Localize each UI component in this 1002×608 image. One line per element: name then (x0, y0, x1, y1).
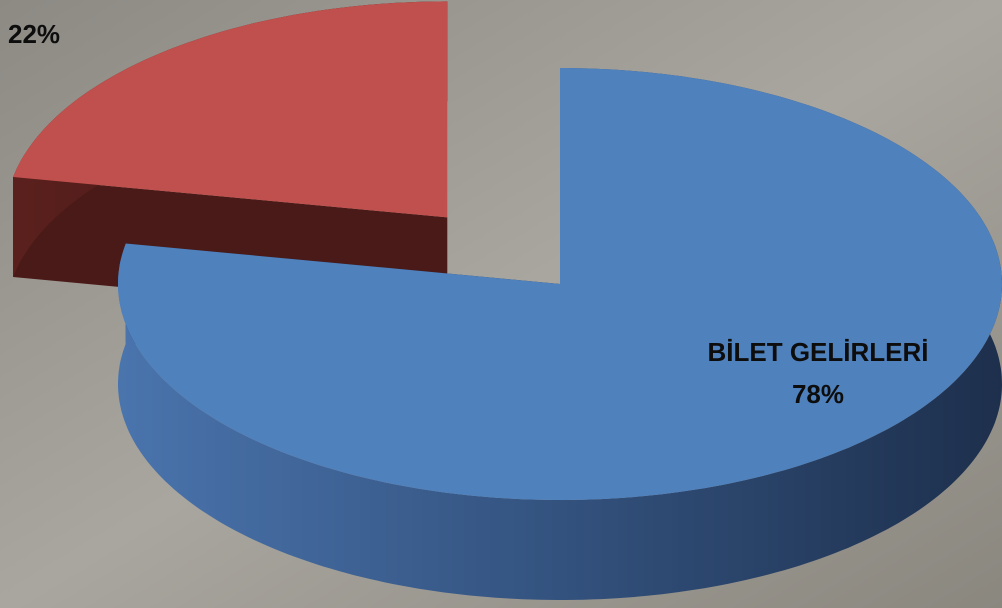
pie-plot (13, 1, 1002, 600)
slice-value-label: 78% (792, 379, 844, 409)
slice-category-label: BİLET GELİRLERİ (708, 337, 929, 367)
slice-value-label: 22% (8, 19, 60, 49)
slice (13, 1, 448, 218)
slice (118, 68, 1002, 500)
